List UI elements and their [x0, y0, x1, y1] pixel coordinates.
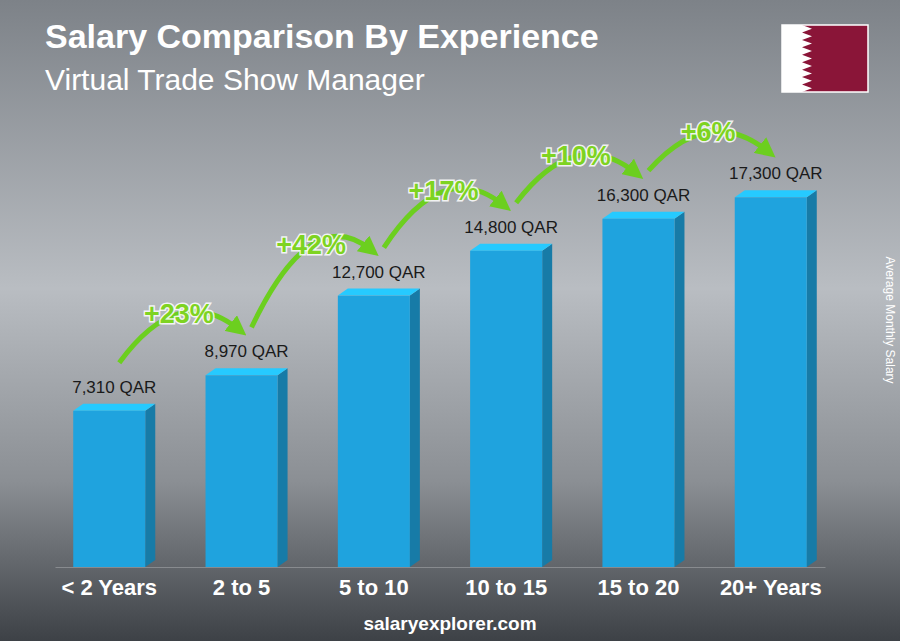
bar-top — [338, 289, 420, 296]
flag-field — [782, 25, 868, 92]
bar-top — [735, 190, 817, 197]
bar-side — [410, 289, 420, 567]
background — [0, 0, 900, 641]
data-label: 12,700 QAR — [332, 263, 426, 282]
bar-top — [602, 212, 684, 219]
x-tick-label: 10 to 15 — [465, 575, 547, 600]
data-label: 7,310 QAR — [72, 378, 156, 397]
bar-side — [542, 244, 552, 567]
bar — [73, 411, 145, 567]
growth-label: +42% — [276, 230, 346, 260]
bar-group — [602, 212, 684, 567]
bar — [735, 197, 807, 567]
x-tick: 20+ Years — [720, 567, 822, 600]
y-axis-label: Average Monthly Salary — [883, 256, 897, 383]
bar-group — [206, 368, 288, 567]
subtitle: Virtual Trade Show Manager — [45, 63, 425, 96]
bar-group — [735, 190, 817, 567]
growth-arrows: +23% +42% +17% +10% +6% — [119, 117, 768, 363]
bar-top — [206, 368, 288, 375]
x-tick-label: 5 to 10 — [339, 575, 409, 600]
x-tick: 15 to 20 — [597, 567, 679, 600]
plot-area — [73, 190, 817, 567]
x-tick: 2 to 5 — [213, 567, 270, 600]
x-tick: 10 to 15 — [465, 567, 547, 600]
growth-label: +17% — [409, 176, 479, 206]
x-tick-label: 2 to 5 — [213, 575, 270, 600]
x-tick-label: < 2 Years — [61, 575, 157, 600]
x-tick-label: 20+ Years — [720, 575, 822, 600]
data-label: 16,300 QAR — [597, 186, 691, 205]
x-tick: < 2 Years — [61, 567, 157, 600]
x-tick-label: 15 to 20 — [597, 575, 679, 600]
bar — [602, 219, 674, 567]
flag — [782, 25, 868, 92]
flag-band — [782, 25, 812, 92]
bar-side — [807, 190, 817, 567]
x-axis: < 2 Years 2 to 5 5 to 10 10 to 15 15 to 20 20… — [56, 567, 826, 600]
x-tick: 5 to 10 — [339, 567, 409, 600]
title: Salary Comparison By Experience — [45, 17, 599, 55]
growth-label: +6% — [681, 117, 736, 147]
data-label: 8,970 QAR — [204, 342, 288, 361]
bar-top — [73, 404, 155, 411]
source: salaryexplorer.com — [363, 613, 536, 634]
data-label: 14,800 QAR — [464, 218, 558, 237]
data-label: 17,300 QAR — [729, 164, 823, 183]
bar — [338, 296, 410, 567]
bar-group — [338, 289, 420, 567]
bar — [470, 251, 542, 567]
bar-group — [73, 404, 155, 567]
growth-label: +23% — [144, 299, 214, 329]
x-axis-line — [56, 567, 826, 568]
bar-side — [145, 404, 155, 567]
chart: Salary Comparison By Experience Virtual T… — [0, 0, 900, 641]
growth-label: +10% — [541, 141, 611, 171]
bar — [206, 375, 278, 567]
bar-side — [278, 368, 288, 567]
bar-group — [470, 244, 552, 567]
bar-side — [674, 212, 684, 567]
bar-top — [470, 244, 552, 251]
